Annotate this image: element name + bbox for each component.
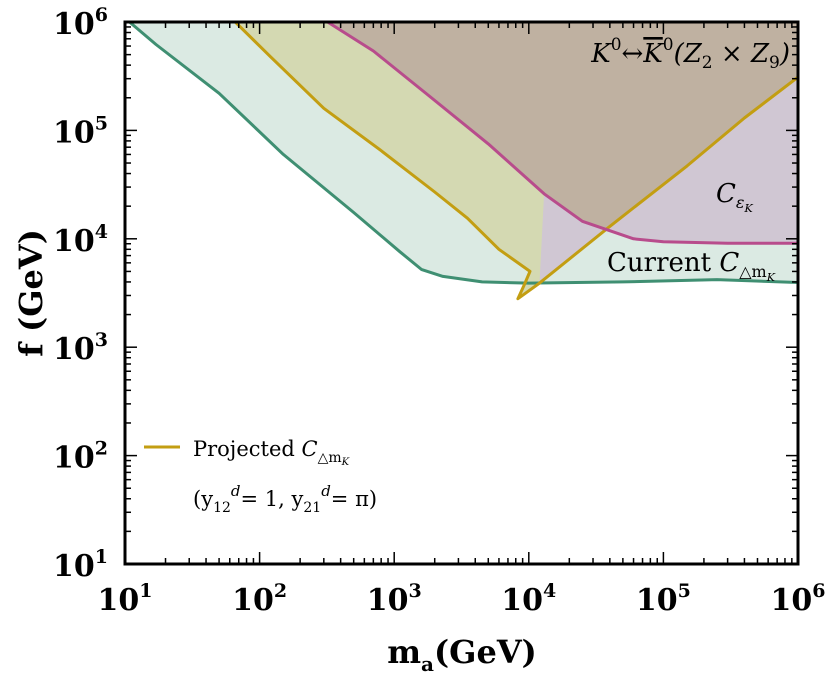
y-axis-title: f (GeV) — [12, 229, 50, 357]
y-tick-label: 104 — [53, 221, 108, 259]
x-tick-label: 106 — [771, 580, 826, 618]
x-axis-title: ma(GeV) — [387, 633, 537, 674]
legend: Projected C△mK (y12d= 1, y21d= π) — [144, 437, 377, 516]
x-tick-label: 104 — [501, 580, 556, 618]
series-line-0 — [128, 22, 798, 285]
plot-frame — [123, 20, 800, 566]
y-tick-label: 105 — [53, 112, 108, 150]
x-tick-labels: 101 102 103 104 105 106 — [98, 580, 826, 618]
legend-params: (y12d= 1, y21d= π) — [193, 482, 377, 516]
x-tick-label: 102 — [232, 580, 287, 618]
x-tick-label: 101 — [98, 580, 153, 618]
x-tick-label: 105 — [636, 580, 691, 618]
y-tick-labels: 101 102 103 104 105 106 — [53, 4, 108, 584]
y-tick-label: 106 — [53, 4, 108, 42]
axis-ticks — [124, 21, 799, 565]
series-line-1 — [234, 22, 798, 301]
y-tick-label: 103 — [53, 329, 108, 367]
legend-label-projected: Projected C△mK — [193, 437, 350, 468]
kk-mixing-label: K0↔K0(Z2 × Z9) — [590, 35, 790, 73]
cepsk-label: CεK — [716, 179, 754, 215]
series-line-2 — [326, 22, 798, 245]
plot-area — [128, 22, 798, 301]
y-tick-label: 101 — [53, 546, 108, 584]
x-tick-label: 103 — [367, 580, 422, 618]
current-label: Current C△mK — [607, 248, 776, 284]
y-tick-label: 102 — [53, 438, 108, 476]
